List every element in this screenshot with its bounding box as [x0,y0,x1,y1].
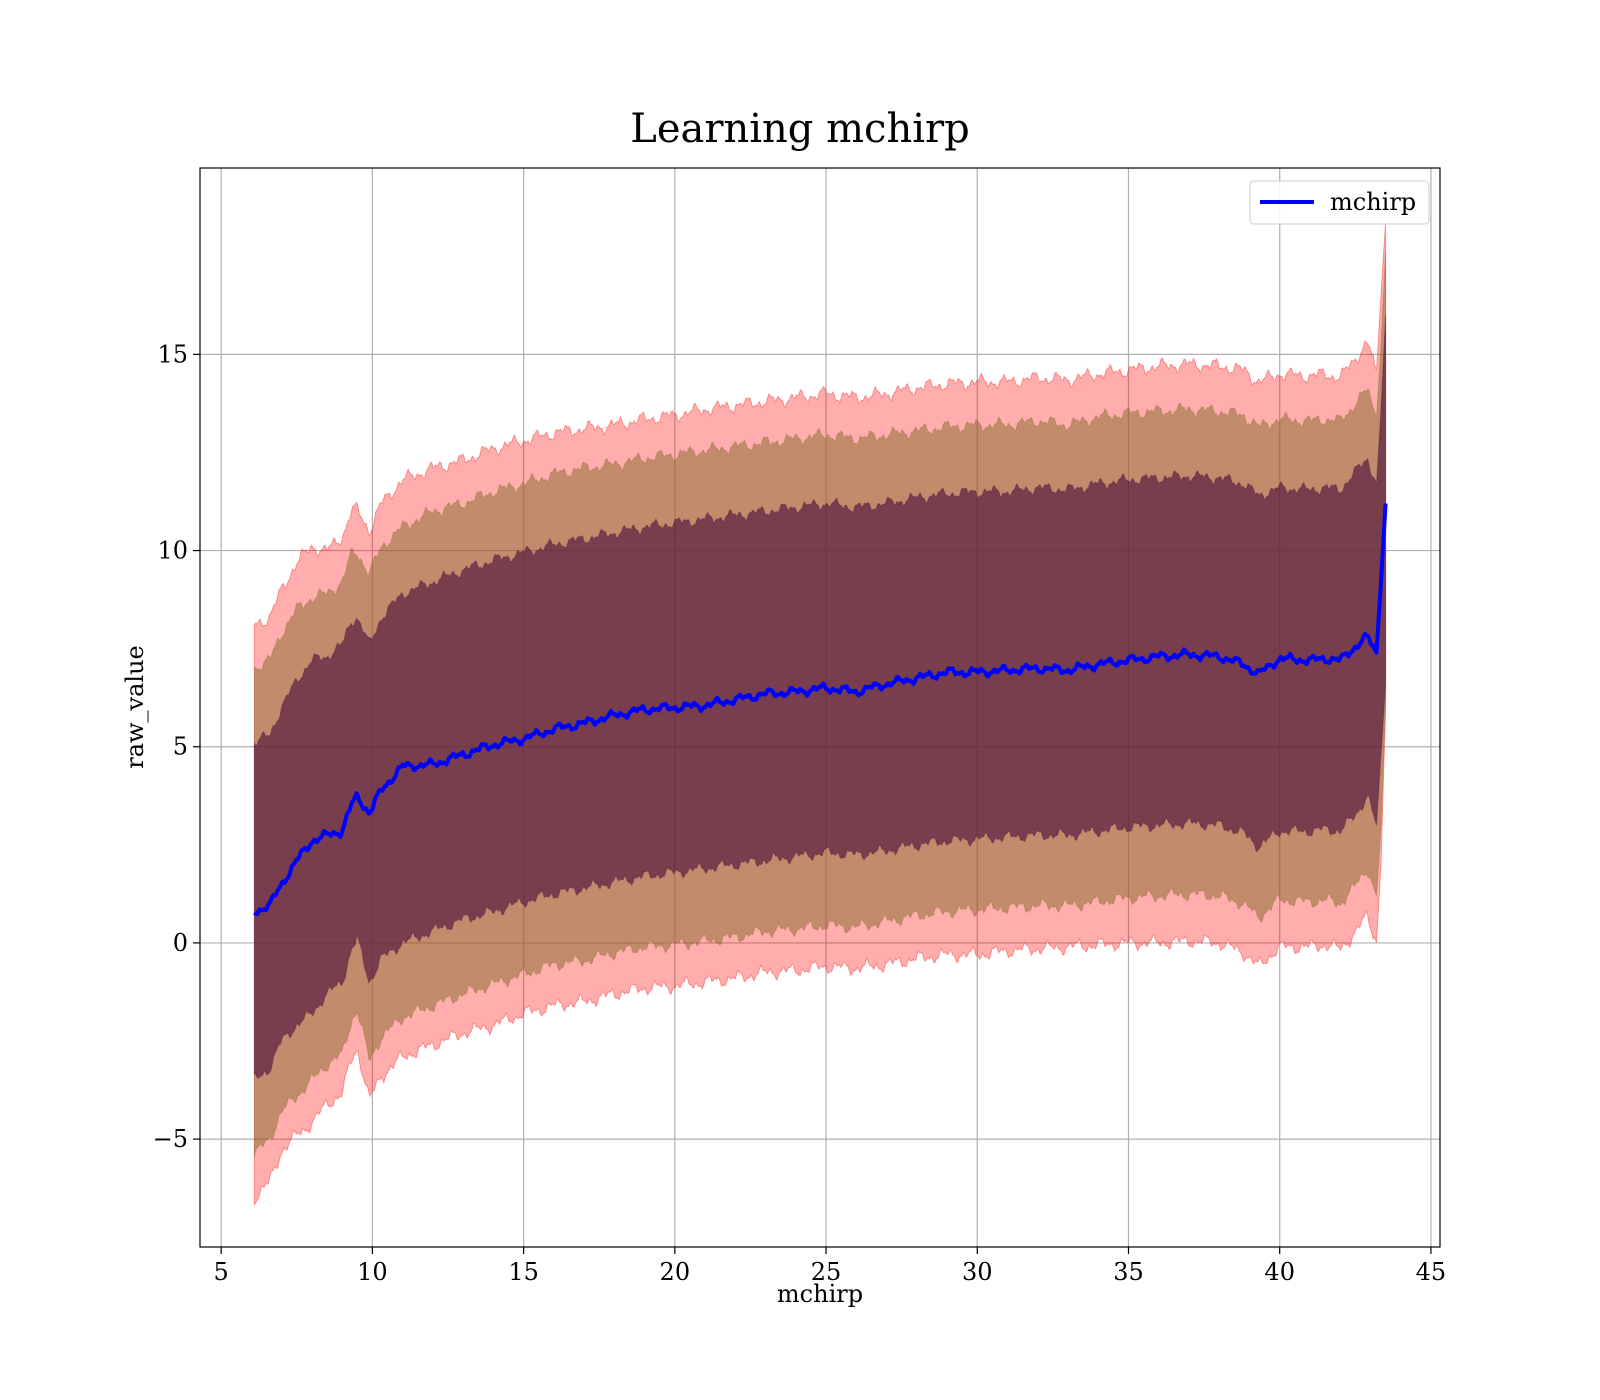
y-tick-label: 15 [157,340,188,368]
x-tick-label: 25 [811,1258,842,1286]
y-axis-ticks: −5 0 5 10 15 [153,340,200,1153]
x-tick-label: 45 [1416,1258,1447,1286]
x-tick-label: 5 [214,1258,229,1286]
x-axis-ticks: 5 10 15 20 25 30 35 40 45 [214,1247,1447,1286]
x-tick-label: 40 [1264,1258,1295,1286]
y-axis-label: raw_value [121,645,149,769]
chart-title: Learning mchirp [630,106,969,152]
x-tick-label: 15 [508,1258,539,1286]
y-tick-label: 5 [173,733,188,761]
x-axis-label: mchirp [777,1280,863,1308]
x-tick-label: 35 [1113,1258,1144,1286]
x-tick-label: 20 [660,1258,691,1286]
y-tick-label: 10 [157,537,188,565]
series-line-mchirp [253,503,1388,917]
plot-area [199,167,1441,1248]
confidence-bands [253,220,1387,1207]
y-tick-label: 0 [173,929,188,957]
x-tick-label: 10 [357,1258,388,1286]
x-tick-label: 30 [962,1258,993,1286]
plot-frame [199,167,1441,1248]
legend-label-mchirp: mchirp [1330,188,1416,216]
series-lines [253,503,1388,917]
legend: mchirp [1249,180,1430,225]
y-tick-label: −5 [153,1125,188,1153]
band-1-sigma [253,315,1387,1079]
legend-box [1249,180,1430,225]
